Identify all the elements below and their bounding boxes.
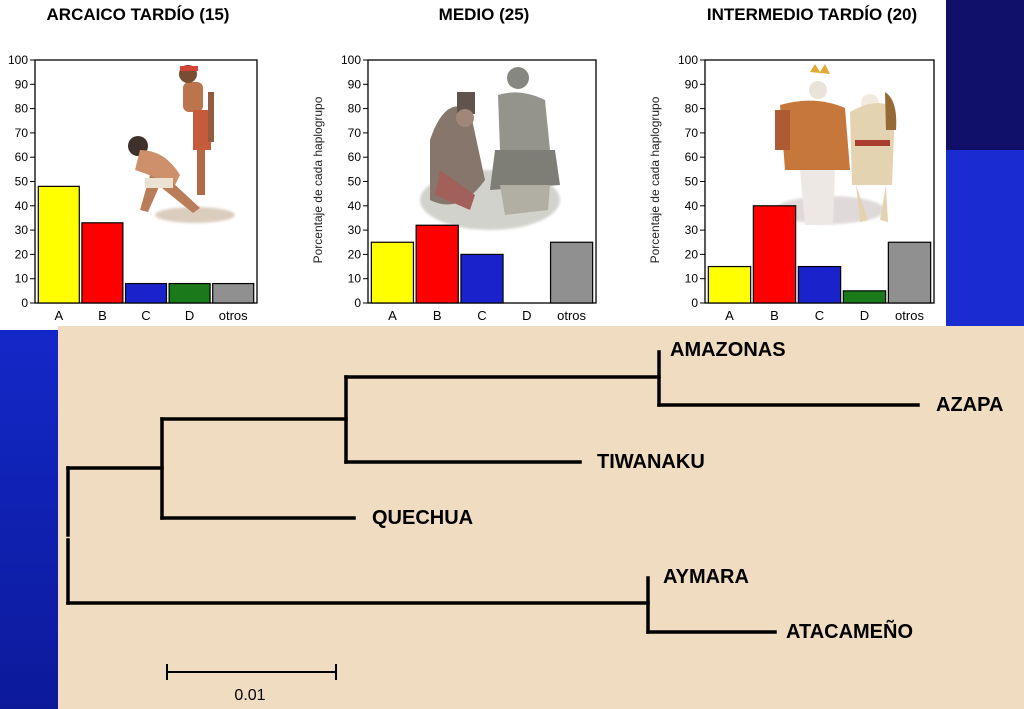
x-tick-label: D xyxy=(860,308,869,323)
bar-C xyxy=(460,253,504,304)
y-tick-label: 0 xyxy=(354,296,361,310)
y-tick-label: 100 xyxy=(341,53,361,67)
x-tick-label: otros xyxy=(219,308,248,323)
y-tick-label: 40 xyxy=(348,199,362,213)
y-tick-label: 60 xyxy=(15,150,29,164)
slide-accent-mid xyxy=(946,150,1024,330)
x-tick-label: A xyxy=(388,308,397,323)
bar-C xyxy=(124,282,168,304)
x-tick-label: D xyxy=(185,308,194,323)
y-tick-label: 70 xyxy=(15,126,29,140)
y-tick-label: 0 xyxy=(21,296,28,310)
bar-otros xyxy=(549,241,594,304)
bar-B xyxy=(415,224,459,304)
hunter-gatherers-illustration xyxy=(128,65,235,223)
slide-accent-top xyxy=(946,0,1024,150)
y-tick-label: 50 xyxy=(348,175,362,189)
y-tick-label: 100 xyxy=(8,53,28,67)
slide-accent-left xyxy=(0,330,58,709)
bar-C xyxy=(797,265,842,304)
bar-A xyxy=(707,265,752,304)
scale-bar xyxy=(166,664,337,680)
y-tick-label: 90 xyxy=(685,77,699,91)
y-tick-label: 40 xyxy=(685,199,699,213)
bar-B xyxy=(81,222,124,304)
y-tick-label: 0 xyxy=(691,296,698,310)
x-tick-label: A xyxy=(54,308,63,323)
chart-2-ylabel: Porcentaje de cada haplogrupo xyxy=(311,96,325,263)
y-tick-label: 20 xyxy=(348,247,362,261)
chart-1-title: ARCAICO TARDÍO (15) xyxy=(47,5,230,24)
x-tick-label: A xyxy=(725,308,734,323)
chart-3-title: INTERMEDIO TARDÍO (20) xyxy=(707,5,917,24)
y-tick-label: 20 xyxy=(685,247,699,261)
andean-dancers-illustration xyxy=(775,64,897,225)
bar-A xyxy=(370,241,415,304)
leaf-label-quechua: QUECHUA xyxy=(372,507,473,529)
y-tick-label: 80 xyxy=(15,102,29,116)
y-tick-label: 70 xyxy=(685,126,699,140)
y-tick-label: 10 xyxy=(685,272,699,286)
y-tick-label: 10 xyxy=(15,272,29,286)
x-tick-label: B xyxy=(433,308,442,323)
chart-3-ylabel: Porcentaje de cada haplogrupo xyxy=(648,96,662,263)
y-tick-label: 30 xyxy=(348,223,362,237)
x-tick-label: otros xyxy=(895,308,924,323)
y-tick-label: 40 xyxy=(15,199,29,213)
leaf-label-azapa: AZAPA xyxy=(936,394,1003,416)
leaf-label-atacameno: ATACAMEÑO xyxy=(786,620,913,643)
x-tick-label: C xyxy=(141,308,150,323)
leaf-label-tiwanaku: TIWANAKU xyxy=(597,451,705,473)
bar-D xyxy=(168,282,211,304)
leaf-label-aymara: AYMARA xyxy=(663,566,749,588)
y-tick-label: 60 xyxy=(685,150,699,164)
y-tick-label: 30 xyxy=(15,223,29,237)
y-tick-label: 90 xyxy=(15,77,29,91)
x-tick-label: D xyxy=(522,308,531,323)
y-tick-label: 30 xyxy=(685,223,699,237)
y-tick-label: 60 xyxy=(348,150,362,164)
x-tick-label: C xyxy=(815,308,824,323)
y-tick-label: 10 xyxy=(348,272,362,286)
x-tick-label: otros xyxy=(557,308,586,323)
y-tick-label: 70 xyxy=(348,126,362,140)
y-tick-label: 90 xyxy=(348,77,362,91)
y-tick-label: 80 xyxy=(685,102,699,116)
seated-figures-illustration xyxy=(420,67,560,230)
y-tick-label: 20 xyxy=(15,247,29,261)
bar-otros xyxy=(212,282,255,304)
bar-otros xyxy=(887,241,932,304)
x-tick-label: C xyxy=(477,308,486,323)
y-tick-label: 50 xyxy=(685,175,699,189)
y-tick-label: 50 xyxy=(15,175,29,189)
bar-D xyxy=(842,290,887,304)
leaf-label-amazonas: AMAZONAS xyxy=(670,339,786,361)
x-tick-label: B xyxy=(98,308,107,323)
chart-2-title: MEDIO (25) xyxy=(439,5,530,24)
y-tick-label: 80 xyxy=(348,102,362,116)
bar-A xyxy=(37,185,80,304)
scale-bar-label: 0.01 xyxy=(234,687,265,704)
y-tick-label: 100 xyxy=(678,53,698,67)
x-tick-label: B xyxy=(770,308,779,323)
bar-B xyxy=(752,205,797,304)
